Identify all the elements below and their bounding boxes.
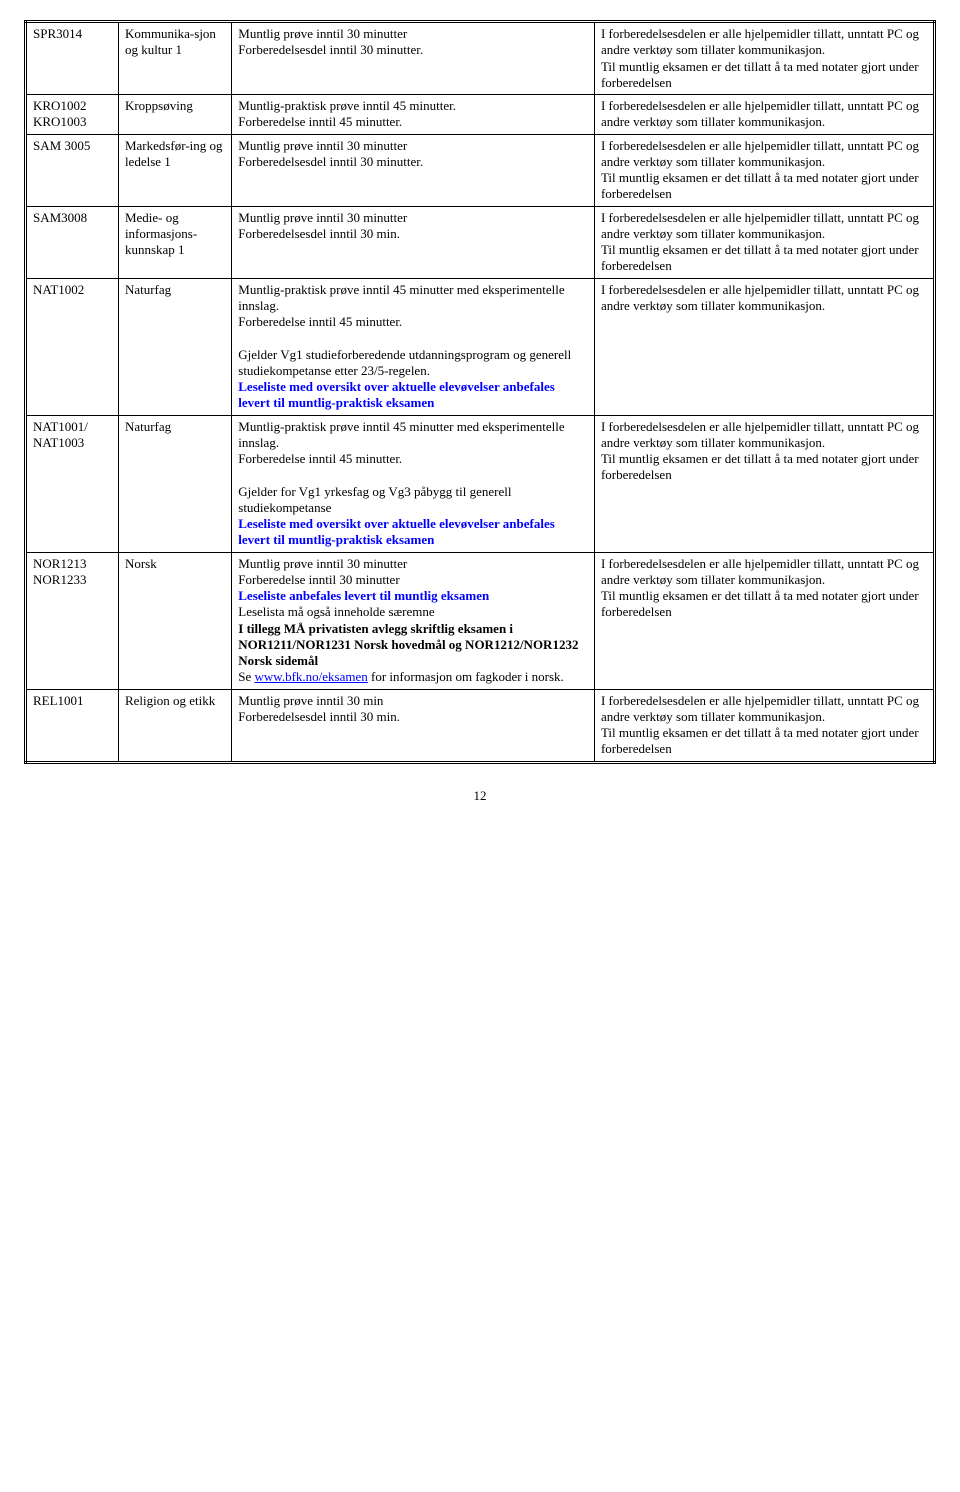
cell-line: Muntlig-praktisk prøve inntil 45 minutte…	[238, 282, 588, 315]
exam-form-cell: Muntlig prøve inntil 30 minutterForbered…	[232, 552, 595, 689]
cell-line: Forberedelse inntil 45 minutter.	[238, 314, 588, 330]
cell-line: I forberedelsesdelen er alle hjelpemidle…	[601, 556, 927, 589]
code-cell: REL1001	[26, 689, 119, 762]
external-link[interactable]: www.bfk.no/eksamen	[255, 669, 368, 684]
subject-cell: Norsk	[118, 552, 231, 689]
cell-line: Til muntlig eksamen er det tillatt å ta …	[601, 170, 927, 203]
table-row: REL1001Religion og etikkMuntlig prøve in…	[26, 689, 935, 762]
cell-line: Til muntlig eksamen er det tillatt å ta …	[601, 242, 927, 275]
cell-line: Til muntlig eksamen er det tillatt å ta …	[601, 59, 927, 92]
cell-line: I forberedelsesdelen er alle hjelpemidle…	[601, 26, 927, 59]
cell-line: Muntlig prøve inntil 30 minutter	[238, 26, 588, 42]
aids-cell: I forberedelsesdelen er alle hjelpemidle…	[594, 206, 934, 278]
table-row: NAT1001/ NAT1003NaturfagMuntlig-praktisk…	[26, 415, 935, 552]
table-row: NAT1002NaturfagMuntlig-praktisk prøve in…	[26, 278, 935, 415]
code-cell: KRO1002 KRO1003	[26, 95, 119, 135]
aids-cell: I forberedelsesdelen er alle hjelpemidle…	[594, 95, 934, 135]
cell-line: Til muntlig eksamen er det tillatt å ta …	[601, 588, 927, 621]
aids-cell: I forberedelsesdelen er alle hjelpemidle…	[594, 134, 934, 206]
cell-line: Muntlig-praktisk prøve inntil 45 minutte…	[238, 419, 588, 452]
code-cell: SAM3008	[26, 206, 119, 278]
exam-form-cell: Muntlig prøve inntil 30 minutterForbered…	[232, 134, 595, 206]
cell-line: I forberedelsesdelen er alle hjelpemidle…	[601, 98, 927, 131]
cell-line: Til muntlig eksamen er det tillatt å ta …	[601, 725, 927, 758]
cell-line	[238, 467, 588, 483]
aids-cell: I forberedelsesdelen er alle hjelpemidle…	[594, 552, 934, 689]
table-row: NOR1213 NOR1233NorskMuntlig prøve inntil…	[26, 552, 935, 689]
table-row: SAM3008Medie- og informasjons-kunnskap 1…	[26, 206, 935, 278]
cell-line: I forberedelsesdelen er alle hjelpemidle…	[601, 693, 927, 726]
cell-line: I tillegg MÅ privatisten avlegg skriftli…	[238, 621, 588, 670]
exam-table: SPR3014Kommunika-sjon og kultur 1Muntlig…	[24, 20, 936, 764]
exam-form-cell: Muntlig prøve inntil 30 minutterForbered…	[232, 22, 595, 95]
table-row: SAM 3005Markedsfør-ing og ledelse 1Muntl…	[26, 134, 935, 206]
cell-line: Leselista må også inneholde særemne	[238, 604, 588, 620]
code-cell: SPR3014	[26, 22, 119, 95]
subject-cell: Kommunika-sjon og kultur 1	[118, 22, 231, 95]
cell-line: Forberedelsesdel inntil 30 minutter.	[238, 42, 588, 58]
code-cell: NOR1213 NOR1233	[26, 552, 119, 689]
cell-line: Muntlig prøve inntil 30 minutter	[238, 210, 588, 226]
exam-form-cell: Muntlig prøve inntil 30 minutterForbered…	[232, 206, 595, 278]
subject-cell: Religion og etikk	[118, 689, 231, 762]
code-cell: NAT1001/ NAT1003	[26, 415, 119, 552]
code-cell: SAM 3005	[26, 134, 119, 206]
cell-line: Muntlig prøve inntil 30 minutter	[238, 138, 588, 154]
cell-line: I forberedelsesdelen er alle hjelpemidle…	[601, 138, 927, 171]
cell-line: Forberedelse inntil 30 minutter	[238, 572, 588, 588]
exam-form-cell: Muntlig prøve inntil 30 minForberedelses…	[232, 689, 595, 762]
cell-line: Leseliste med oversikt over aktuelle ele…	[238, 516, 588, 549]
aids-cell: I forberedelsesdelen er alle hjelpemidle…	[594, 278, 934, 415]
subject-cell: Medie- og informasjons-kunnskap 1	[118, 206, 231, 278]
cell-line: Leseliste anbefales levert til muntlig e…	[238, 588, 588, 604]
table-row: KRO1002 KRO1003Kroppsøving Muntlig-prakti…	[26, 95, 935, 135]
cell-line: I forberedelsesdelen er alle hjelpemidle…	[601, 419, 927, 452]
cell-line: Forberedelse inntil 45 minutter.	[238, 114, 588, 130]
exam-form-cell: Muntlig-praktisk prøve inntil 45 minutte…	[232, 278, 595, 415]
cell-line: I forberedelsesdelen er alle hjelpemidle…	[601, 210, 927, 243]
aids-cell: I forberedelsesdelen er alle hjelpemidle…	[594, 689, 934, 762]
cell-line: I forberedelsesdelen er alle hjelpemidle…	[601, 282, 927, 315]
cell-line: Muntlig-praktisk prøve inntil 45 minutte…	[238, 98, 588, 114]
cell-line: Se www.bfk.no/eksamen for informasjon om…	[238, 669, 588, 685]
cell-line: Gjelder for Vg1 yrkesfag og Vg3 påbygg t…	[238, 484, 588, 517]
exam-table-body: SPR3014Kommunika-sjon og kultur 1Muntlig…	[26, 22, 935, 763]
cell-line	[238, 330, 588, 346]
table-row: SPR3014Kommunika-sjon og kultur 1Muntlig…	[26, 22, 935, 95]
aids-cell: I forberedelsesdelen er alle hjelpemidle…	[594, 22, 934, 95]
cell-line: Forberedelse inntil 45 minutter.	[238, 451, 588, 467]
subject-cell: Markedsfør-ing og ledelse 1	[118, 134, 231, 206]
exam-form-cell: Muntlig-praktisk prøve inntil 45 minutte…	[232, 95, 595, 135]
cell-line: Til muntlig eksamen er det tillatt å ta …	[601, 451, 927, 484]
subject-cell: Kroppsøving	[118, 95, 231, 135]
cell-line: Muntlig prøve inntil 30 min	[238, 693, 588, 709]
aids-cell: I forberedelsesdelen er alle hjelpemidle…	[594, 415, 934, 552]
cell-line: Muntlig prøve inntil 30 minutter	[238, 556, 588, 572]
cell-line: Gjelder Vg1 studieforberedende utdanning…	[238, 347, 588, 380]
subject-cell: Naturfag	[118, 278, 231, 415]
cell-line: Leseliste med oversikt over aktuelle ele…	[238, 379, 588, 412]
cell-line: Forberedelsesdel inntil 30 min.	[238, 709, 588, 725]
exam-form-cell: Muntlig-praktisk prøve inntil 45 minutte…	[232, 415, 595, 552]
page-number: 12	[24, 788, 936, 804]
cell-line: Forberedelsesdel inntil 30 minutter.	[238, 154, 588, 170]
code-cell: NAT1002	[26, 278, 119, 415]
cell-line: Forberedelsesdel inntil 30 min.	[238, 226, 588, 242]
subject-cell: Naturfag	[118, 415, 231, 552]
